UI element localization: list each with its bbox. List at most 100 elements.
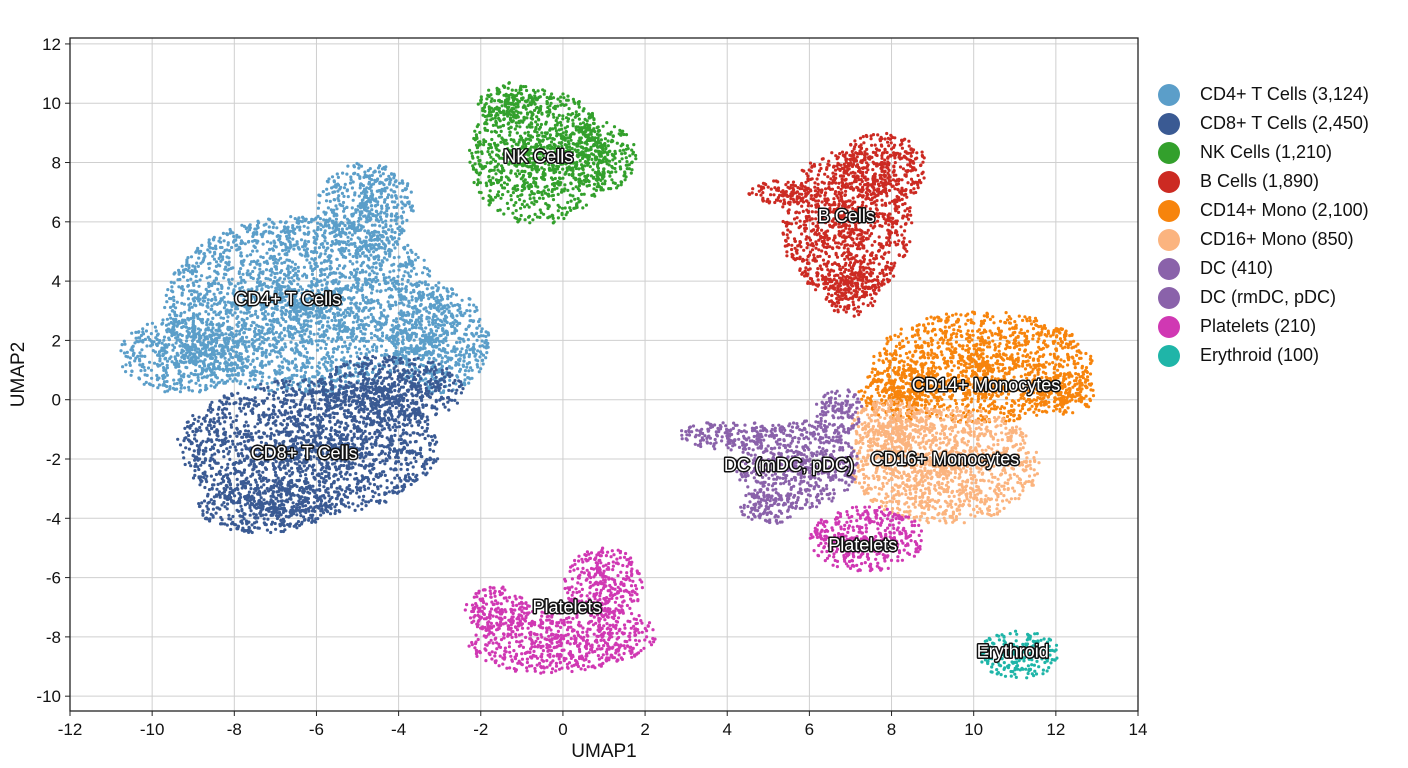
- point: [287, 469, 291, 473]
- point: [414, 299, 418, 303]
- point: [282, 418, 286, 423]
- point: [300, 287, 304, 291]
- point: [162, 335, 167, 339]
- point: [305, 327, 309, 331]
- point: [383, 352, 387, 356]
- point: [270, 330, 274, 334]
- point: [265, 240, 270, 244]
- point: [325, 267, 329, 271]
- point: [172, 272, 176, 276]
- point: [169, 280, 173, 284]
- point: [307, 377, 311, 381]
- point: [410, 298, 414, 302]
- point: [339, 335, 343, 339]
- point: [209, 355, 213, 359]
- point: [261, 352, 265, 356]
- point: [389, 218, 393, 222]
- point: [379, 210, 383, 214]
- point: [456, 308, 460, 312]
- point: [175, 351, 179, 355]
- point: [374, 209, 378, 213]
- point: [165, 300, 169, 304]
- point: [265, 434, 269, 438]
- point: [327, 192, 331, 196]
- point: [351, 502, 355, 506]
- point: [257, 345, 261, 349]
- point: [207, 266, 211, 270]
- point: [358, 254, 362, 258]
- point: [224, 303, 228, 307]
- point: [140, 354, 144, 358]
- point: [301, 298, 305, 303]
- point: [440, 349, 444, 353]
- point: [304, 473, 308, 477]
- point: [375, 335, 379, 339]
- point: [381, 220, 385, 224]
- point: [400, 329, 404, 333]
- point: [233, 284, 237, 288]
- point: [304, 347, 308, 351]
- point: [258, 267, 262, 271]
- point: [470, 376, 474, 380]
- point: [451, 324, 455, 328]
- point: [170, 285, 174, 289]
- point: [134, 330, 138, 334]
- point: [254, 309, 258, 313]
- point: [415, 281, 419, 285]
- point: [227, 260, 231, 264]
- point: [317, 246, 321, 250]
- point: [336, 311, 341, 315]
- point: [409, 291, 413, 295]
- point: [301, 328, 305, 332]
- point: [191, 323, 195, 327]
- point: [217, 312, 221, 317]
- point: [486, 331, 490, 335]
- point: [326, 336, 330, 340]
- point: [212, 302, 216, 306]
- point: [202, 252, 206, 256]
- point: [420, 313, 424, 318]
- point: [310, 297, 314, 301]
- point: [354, 337, 358, 341]
- point: [421, 432, 425, 436]
- point: [459, 350, 463, 354]
- point: [395, 222, 399, 226]
- point: [216, 412, 220, 416]
- point: [251, 385, 255, 389]
- point: [302, 322, 306, 326]
- point: [310, 280, 314, 284]
- point: [394, 279, 398, 283]
- point: [261, 242, 265, 246]
- point: [161, 348, 165, 352]
- point: [401, 189, 405, 193]
- point: [209, 307, 213, 311]
- point: [435, 289, 439, 293]
- point: [183, 386, 187, 390]
- point: [168, 305, 173, 309]
- point: [373, 204, 378, 208]
- point: [211, 316, 215, 320]
- point: [324, 360, 328, 364]
- point: [332, 347, 336, 351]
- point: [299, 368, 303, 373]
- point: [369, 298, 374, 302]
- point: [284, 345, 288, 349]
- point: [235, 323, 239, 327]
- point: [406, 313, 411, 317]
- point: [280, 378, 284, 383]
- point: [374, 266, 378, 270]
- point: [171, 386, 175, 390]
- point: [305, 298, 309, 302]
- point: [444, 336, 448, 340]
- point: [268, 218, 272, 222]
- point: [175, 300, 179, 304]
- point: [249, 314, 253, 318]
- point: [348, 252, 352, 256]
- point: [184, 267, 188, 271]
- point: [169, 355, 173, 359]
- point: [317, 402, 321, 406]
- point: [275, 280, 279, 284]
- point: [315, 280, 320, 284]
- point: [205, 323, 209, 327]
- point: [386, 300, 390, 304]
